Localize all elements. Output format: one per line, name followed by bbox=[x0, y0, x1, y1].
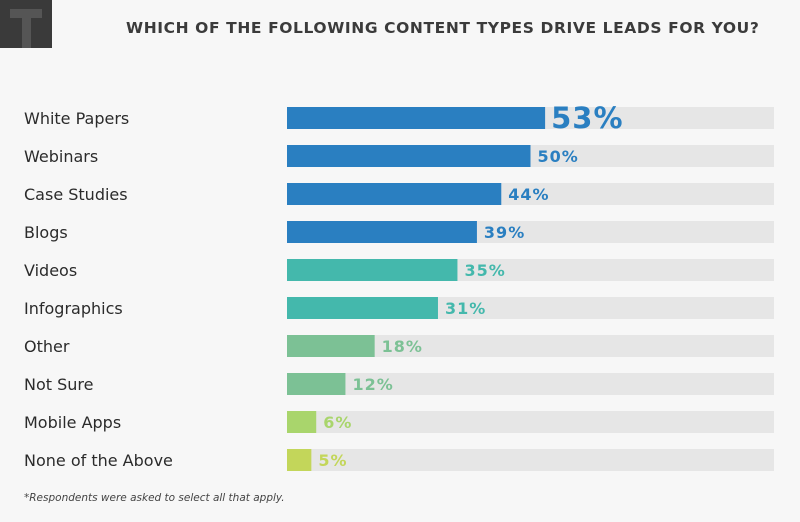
value-label-blogs: 39% bbox=[484, 223, 525, 242]
value-label-other: 18% bbox=[382, 337, 423, 356]
category-label-none-of-the-above: None of the Above bbox=[24, 451, 173, 470]
category-label-case-studies: Case Studies bbox=[24, 185, 128, 204]
category-label-mobile-apps: Mobile Apps bbox=[24, 413, 121, 432]
bar-track-other bbox=[287, 335, 774, 357]
bar-white-papers bbox=[287, 107, 546, 129]
value-label-videos: 35% bbox=[464, 261, 505, 280]
value-label-case-studies: 44% bbox=[508, 185, 549, 204]
bar-track-not-sure bbox=[287, 373, 774, 395]
category-label-webinars: Webinars bbox=[24, 147, 98, 166]
bar-other bbox=[287, 335, 375, 357]
bar-track-mobile-apps bbox=[287, 411, 774, 433]
bar-none-of-the-above bbox=[287, 449, 312, 471]
category-label-other: Other bbox=[24, 337, 70, 356]
value-label-infographics: 31% bbox=[445, 299, 486, 318]
category-label-videos: Videos bbox=[24, 261, 77, 280]
chart-title: WHICH OF THE FOLLOWING CONTENT TYPES DRI… bbox=[126, 19, 760, 37]
bar-not-sure bbox=[287, 373, 346, 395]
footnote: *Respondents were asked to select all th… bbox=[24, 492, 285, 504]
value-label-none-of-the-above: 5% bbox=[318, 451, 347, 470]
value-label-white-papers: 53% bbox=[551, 101, 623, 135]
category-label-infographics: Infographics bbox=[24, 299, 123, 318]
bar-webinars bbox=[287, 145, 531, 167]
brand-logo bbox=[0, 0, 52, 48]
bar-track-none-of-the-above bbox=[287, 449, 774, 471]
bar-blogs bbox=[287, 221, 477, 243]
bar-case-studies bbox=[287, 183, 502, 205]
bar-infographics bbox=[287, 297, 438, 319]
value-label-webinars: 50% bbox=[538, 147, 579, 166]
category-label-not-sure: Not Sure bbox=[24, 375, 93, 394]
category-label-blogs: Blogs bbox=[24, 223, 68, 242]
bar-videos bbox=[287, 259, 458, 281]
value-label-not-sure: 12% bbox=[352, 375, 393, 394]
category-label-white-papers: White Papers bbox=[24, 109, 129, 128]
bar-mobile-apps bbox=[287, 411, 317, 433]
value-label-mobile-apps: 6% bbox=[323, 413, 352, 432]
